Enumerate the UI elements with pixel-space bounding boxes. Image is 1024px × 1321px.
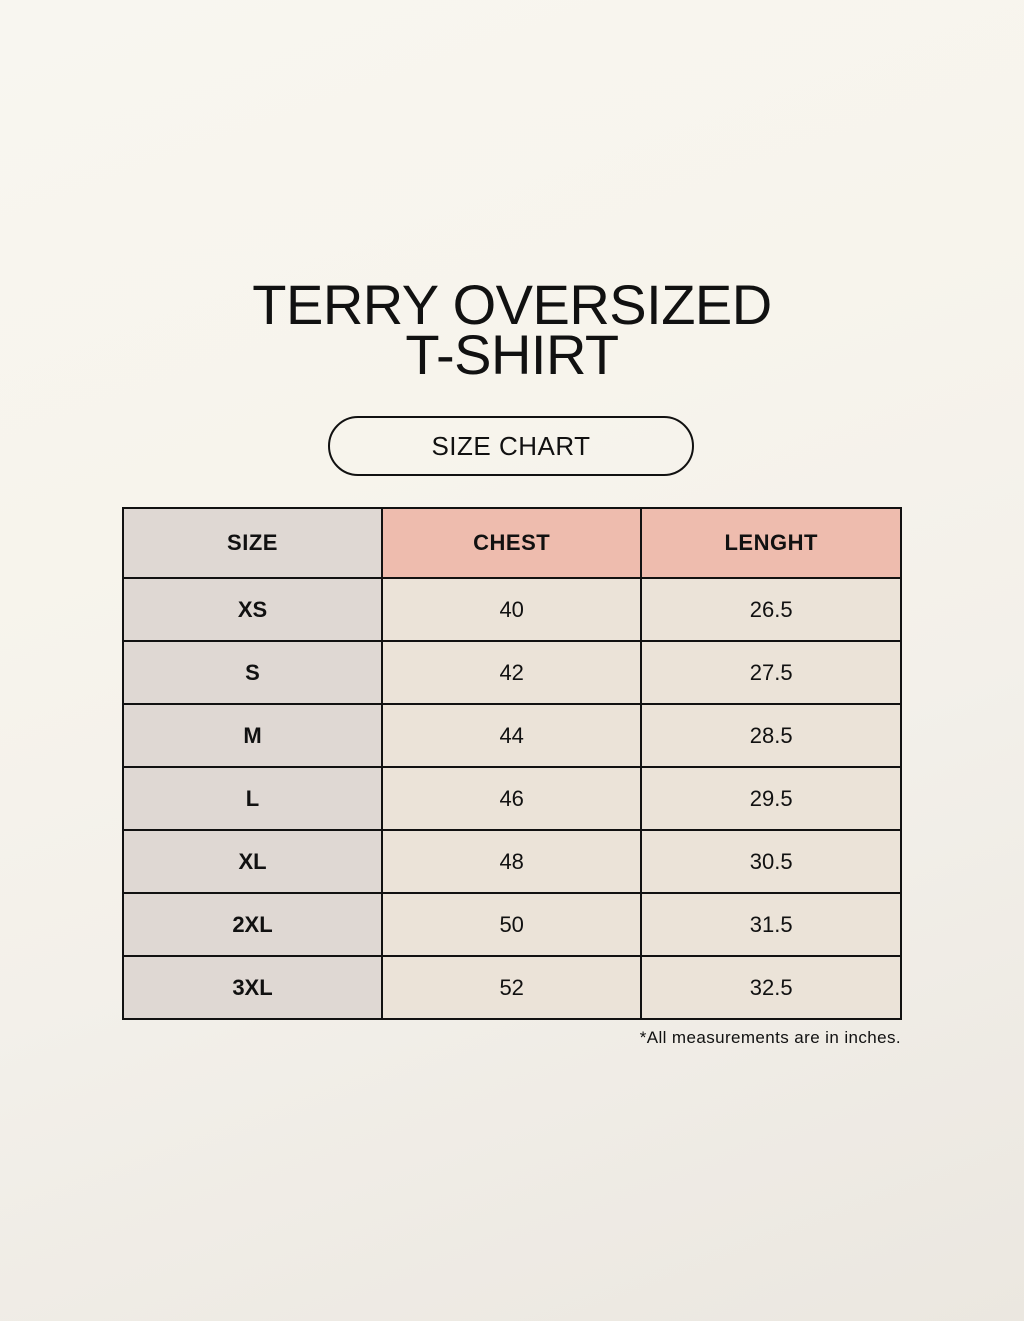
size-table: SIZE CHEST LENGHT XS 40 26.5 S 42 27.5 M 44 28.5… xyxy=(122,507,902,1020)
table-row: L 46 29.5 xyxy=(122,766,902,831)
size-cell: XL xyxy=(122,829,383,894)
chest-cell: 50 xyxy=(380,892,643,957)
title-line-1: TERRY OVERSIZED xyxy=(252,273,772,336)
chest-cell: 52 xyxy=(380,955,643,1020)
size-cell: S xyxy=(122,640,383,705)
header-chest: CHEST xyxy=(380,507,643,579)
page-title: TERRY OVERSIZED T-SHIRT xyxy=(0,273,1024,386)
table-row: S 42 27.5 xyxy=(122,640,902,705)
table-row: M 44 28.5 xyxy=(122,703,902,768)
table-row: 2XL 50 31.5 xyxy=(122,892,902,957)
chest-cell: 44 xyxy=(380,703,643,768)
header-length: LENGHT xyxy=(640,507,902,579)
chest-cell: 48 xyxy=(380,829,643,894)
length-cell: 30.5 xyxy=(640,829,902,894)
length-cell: 29.5 xyxy=(640,766,902,831)
table-header-row: SIZE CHEST LENGHT xyxy=(122,507,902,579)
table-row: 3XL 52 32.5 xyxy=(122,955,902,1020)
size-cell: XS xyxy=(122,577,383,642)
size-cell: 3XL xyxy=(122,955,383,1020)
title-line-2: T-SHIRT xyxy=(405,323,619,386)
length-cell: 26.5 xyxy=(640,577,902,642)
length-cell: 32.5 xyxy=(640,955,902,1020)
size-cell: M xyxy=(122,703,383,768)
size-cell: 2XL xyxy=(122,892,383,957)
length-cell: 27.5 xyxy=(640,640,902,705)
table-row: XS 40 26.5 xyxy=(122,577,902,642)
length-cell: 28.5 xyxy=(640,703,902,768)
length-cell: 31.5 xyxy=(640,892,902,957)
chest-cell: 40 xyxy=(380,577,643,642)
measurement-note: *All measurements are in inches. xyxy=(639,1028,901,1047)
chest-cell: 46 xyxy=(380,766,643,831)
chest-cell: 42 xyxy=(380,640,643,705)
table-row: XL 48 30.5 xyxy=(122,829,902,894)
size-cell: L xyxy=(122,766,383,831)
size-chart-label: SIZE CHART xyxy=(328,416,694,476)
header-size: SIZE xyxy=(122,507,383,579)
